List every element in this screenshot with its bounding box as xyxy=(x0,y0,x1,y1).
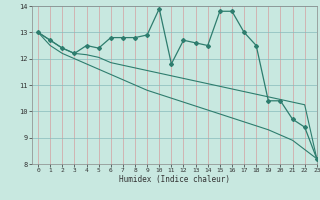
X-axis label: Humidex (Indice chaleur): Humidex (Indice chaleur) xyxy=(119,175,230,184)
